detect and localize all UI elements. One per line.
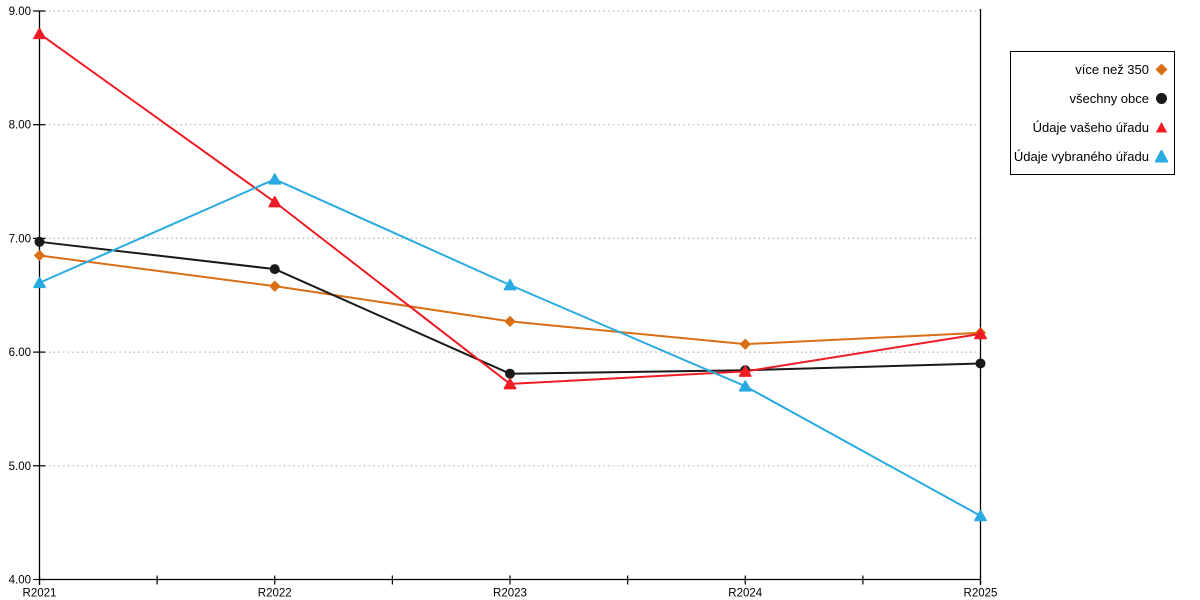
legend-label: Údaje vašeho úřadu bbox=[1032, 120, 1149, 135]
x-tick-label: R2023 bbox=[493, 588, 527, 600]
y-tick-label: 8.00 bbox=[9, 120, 31, 132]
x-tick-label: R2025 bbox=[964, 588, 998, 600]
x-tick-label: R2022 bbox=[258, 588, 292, 600]
axes bbox=[38, 9, 982, 585]
series-2 bbox=[33, 27, 987, 390]
x-axis-ticks: R2021 R2022 R2023 R2024 R2025 bbox=[23, 575, 998, 600]
series-0 bbox=[33, 249, 987, 350]
series-3 bbox=[33, 173, 987, 522]
gridlines bbox=[39, 10, 981, 467]
y-tick-label: 5.00 bbox=[9, 461, 31, 473]
y-tick-label: 9.00 bbox=[9, 6, 31, 18]
y-tick-label: 6.00 bbox=[9, 347, 31, 359]
y-tick-label: 4.00 bbox=[9, 575, 31, 587]
legend: více než 350 všechny obce Údaje vašeho ú… bbox=[1010, 51, 1175, 175]
legend-label: více než 350 bbox=[1075, 62, 1149, 77]
triangle-icon bbox=[1155, 150, 1168, 163]
legend-item-udaje-vybraneho-uradu: Údaje vybraného úřadu bbox=[1011, 143, 1174, 170]
x-tick-label: R2024 bbox=[728, 588, 762, 600]
series-line-1 bbox=[38, 240, 982, 375]
series-line-2 bbox=[38, 32, 982, 385]
legend-item-vice-nez-350: více než 350 bbox=[1011, 56, 1174, 83]
series-line-0 bbox=[38, 254, 982, 346]
legend-item-vsechny-obce: všechny obce bbox=[1011, 85, 1174, 112]
legend-label: všechny obce bbox=[1069, 91, 1150, 106]
legend-label: Údaje vybraného úřadu bbox=[1013, 149, 1149, 164]
series-1 bbox=[34, 236, 986, 379]
y-tick-label: 7.00 bbox=[9, 233, 31, 245]
legend-item-udaje-vaseho-uradu: Údaje vašeho úřadu bbox=[1011, 114, 1174, 141]
triangle-icon bbox=[1155, 122, 1168, 133]
x-tick-label: R2021 bbox=[23, 588, 57, 600]
diamond-icon bbox=[1155, 63, 1168, 76]
circle-icon bbox=[1156, 93, 1167, 104]
